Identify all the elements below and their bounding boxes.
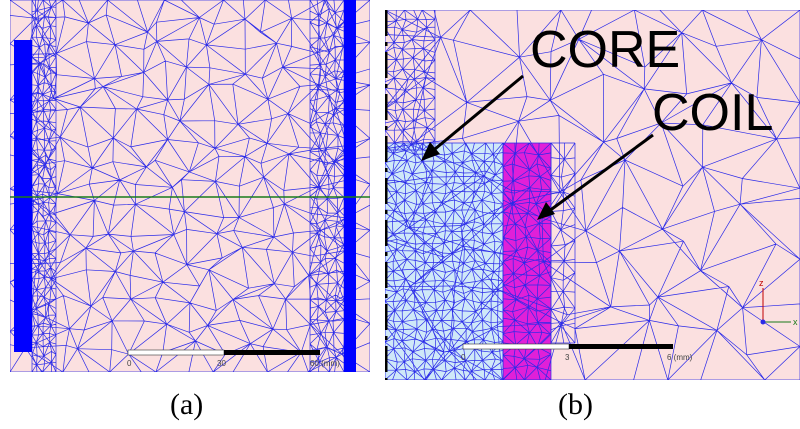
panel-a-mesh: 0 30 60 (mm)	[10, 0, 370, 372]
panel-b-mesh: 0 3 6 (mm) z x CORE COIL	[385, 10, 800, 380]
axis-triad: z x	[759, 278, 798, 327]
dense-mesh-left-band	[14, 40, 32, 352]
mesh-lines-a	[10, 0, 370, 372]
mesh-path	[385, 142, 504, 380]
caption-b: (b)	[558, 388, 593, 421]
mesh-lines-b	[385, 10, 800, 380]
scale-tick-0-b: 0	[461, 353, 466, 362]
scale-bar-b: 0 3 6 (mm)	[461, 343, 693, 362]
scale-bar-a: 0 30 60 (mm)	[127, 349, 340, 368]
axis-x-label: x	[793, 317, 798, 327]
mesh-path	[550, 142, 576, 344]
scale-tick-30: 30	[217, 359, 226, 368]
mesh-path	[31, 0, 57, 372]
caption-a: (a)	[170, 388, 204, 421]
core-label: CORE	[530, 21, 680, 79]
mesh-view-b: 0 3 6 (mm) z x CORE COIL	[385, 10, 800, 380]
scale-tick-6-b: 6 (mm)	[667, 353, 693, 362]
mesh-path	[385, 10, 436, 151]
core-pointer-arrow	[421, 74, 524, 161]
scale-tick-60: 60 (mm)	[310, 359, 340, 368]
axis-z-label: z	[759, 278, 764, 288]
mesh-view-a: 0 30 60 (mm)	[10, 0, 370, 372]
scale-tick-3-b: 3	[565, 353, 570, 362]
mesh-path	[502, 142, 552, 380]
scale-tick-0: 0	[127, 359, 132, 368]
dense-mesh-right-band	[344, 0, 356, 372]
coil-pointer-arrow	[537, 133, 654, 220]
coil-label: COIL	[652, 84, 773, 142]
